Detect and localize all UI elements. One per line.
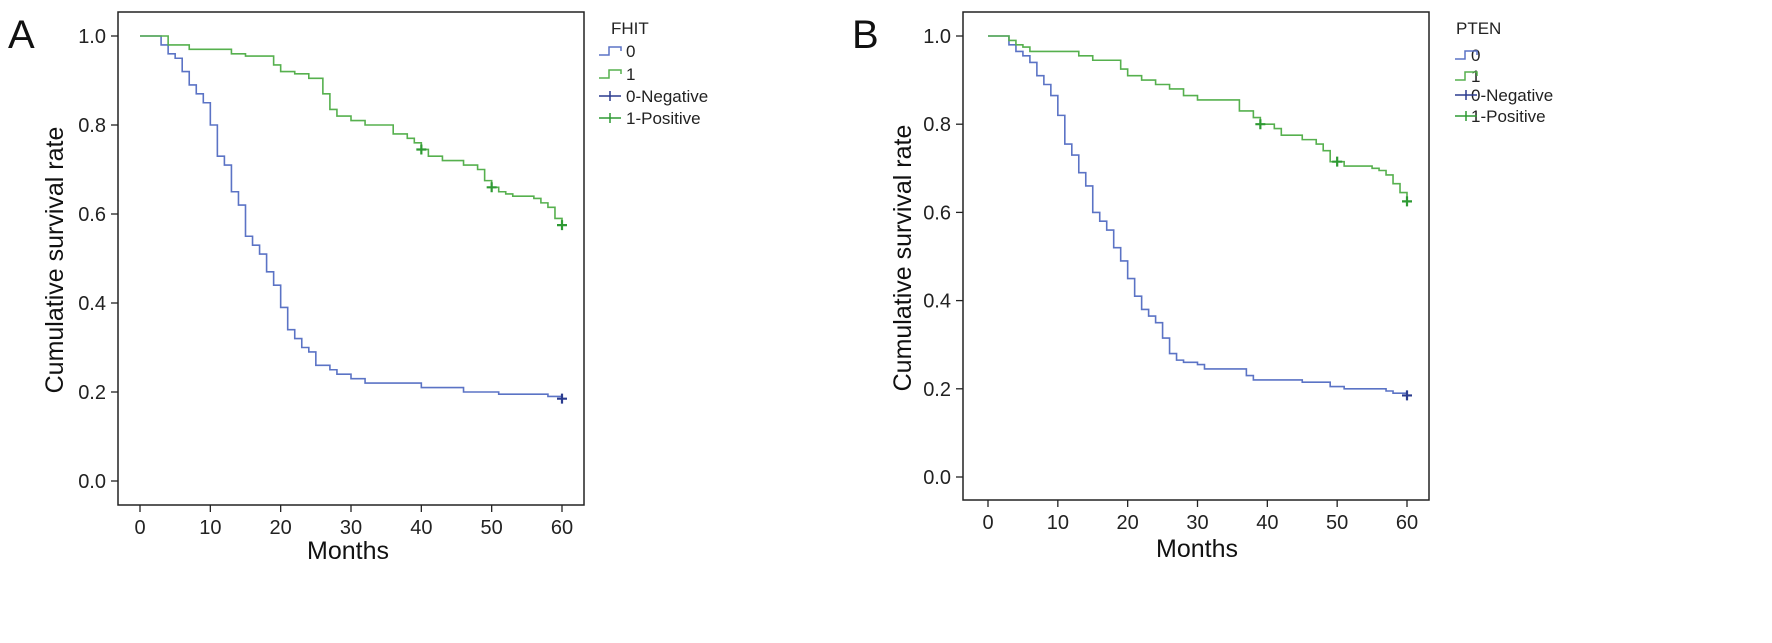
panel-letter-b: B bbox=[852, 13, 879, 57]
censor-mark-1 bbox=[1332, 156, 1343, 167]
legend-title-a: FHIT bbox=[611, 19, 649, 38]
censor-mark-0 bbox=[1402, 390, 1412, 401]
censor-mark-0 bbox=[557, 393, 567, 404]
x-tick-label: 0 bbox=[134, 517, 145, 539]
legend-entry-2-b: 0-Negative bbox=[1471, 86, 1553, 105]
x-tick-label: 10 bbox=[199, 517, 221, 539]
legend-swatch-censor-1 bbox=[1455, 111, 1477, 121]
legend-swatch-censor-0 bbox=[599, 91, 621, 101]
y-axis-a: 0.0 0.2 0.4 0.6 0.8 1.0 bbox=[78, 26, 118, 493]
series-layer-b bbox=[988, 35, 1412, 401]
y-tick-label: 1.0 bbox=[78, 26, 106, 48]
x-tick-label: 50 bbox=[1326, 512, 1348, 534]
series-layer-a bbox=[140, 35, 567, 404]
x-tick-label: 20 bbox=[1117, 512, 1139, 534]
legend-entry-1-b: 1 bbox=[1471, 67, 1480, 86]
y-tick-label: 0.2 bbox=[78, 382, 106, 404]
panel-letter-a: A bbox=[8, 13, 35, 57]
x-axis-title-a: Months bbox=[307, 537, 389, 565]
x-tick-label: 60 bbox=[551, 517, 573, 539]
survival-curve-1 bbox=[140, 35, 563, 226]
censor-mark-1 bbox=[557, 220, 567, 231]
legend-entry-3-a: 1-Positive bbox=[626, 109, 701, 128]
x-tick-label: 50 bbox=[481, 517, 503, 539]
y-tick-label: 0.8 bbox=[923, 114, 951, 136]
y-tick-label: 0.6 bbox=[78, 204, 106, 226]
y-tick-label: 0.2 bbox=[923, 379, 951, 401]
legend-a: FHIT 0 1 0-Negative 1-Positive bbox=[599, 19, 708, 128]
y-axis-title-a: Cumulative survival rate bbox=[41, 127, 69, 394]
x-axis-a: 0 10 20 30 40 50 60 bbox=[134, 505, 573, 539]
y-axis-b: 0.0 0.2 0.4 0.6 0.8 1.0 bbox=[923, 26, 963, 489]
legend-swatch-line-1 bbox=[1455, 71, 1478, 81]
y-axis-title-b: Cumulative survival rate bbox=[889, 125, 917, 392]
plot-frame-a bbox=[117, 11, 585, 506]
x-tick-label: 30 bbox=[1186, 512, 1208, 534]
legend-swatch-censor-0 bbox=[1455, 90, 1477, 100]
legend-entry-1-a: 1 bbox=[626, 65, 635, 84]
y-tick-label: 0.4 bbox=[923, 291, 951, 313]
x-axis-b: 0 10 20 30 40 50 60 bbox=[982, 500, 1418, 534]
survival-curve-0 bbox=[140, 35, 563, 399]
x-tick-label: 30 bbox=[340, 517, 362, 539]
x-tick-label: 20 bbox=[270, 517, 292, 539]
y-tick-label: 0.0 bbox=[923, 467, 951, 489]
x-tick-label: 10 bbox=[1047, 512, 1069, 534]
legend-swatch-line-0 bbox=[1455, 50, 1478, 60]
legend-entry-0-a: 0 bbox=[626, 42, 635, 61]
y-tick-label: 0.8 bbox=[78, 115, 106, 137]
panel-a: A 0 10 20 30 40 50 60 0.00.20.40.60.81.0 Month… bbox=[8, 11, 708, 565]
legend-swatch-line-1 bbox=[599, 69, 622, 79]
x-tick-label: 60 bbox=[1396, 512, 1418, 534]
legend-b: PTEN 0 1 0-Negative 1-Positive bbox=[1455, 19, 1553, 126]
survival-curve-1 bbox=[988, 35, 1408, 202]
censor-mark-1 bbox=[1255, 119, 1266, 130]
plot-frame-b bbox=[962, 11, 1430, 501]
legend-entry-0-b: 0 bbox=[1471, 46, 1480, 65]
x-tick-label: 40 bbox=[410, 517, 432, 539]
y-tick-label: 1.0 bbox=[923, 26, 951, 48]
censor-mark-1 bbox=[416, 144, 427, 155]
legend-entry-2-a: 0-Negative bbox=[626, 87, 708, 106]
x-tick-label: 40 bbox=[1256, 512, 1278, 534]
legend-title-b: PTEN bbox=[1456, 19, 1501, 38]
legend-swatches-b bbox=[1455, 50, 1478, 121]
legend-swatches-a bbox=[599, 46, 622, 123]
legend-swatch-line-0 bbox=[599, 46, 622, 56]
censor-mark-1 bbox=[486, 182, 497, 193]
censor-mark-1 bbox=[1402, 196, 1412, 207]
survival-curve-0 bbox=[988, 35, 1408, 396]
legend-entry-3-b: 1-Positive bbox=[1471, 107, 1546, 126]
y-tick-label: 0.4 bbox=[78, 293, 106, 315]
y-tick-label: 0.6 bbox=[923, 202, 951, 224]
x-axis-title-b: Months bbox=[1156, 535, 1238, 563]
y-tick-label: 0.0 bbox=[78, 471, 106, 493]
x-tick-label: 0 bbox=[982, 512, 993, 534]
panel-b: B 0 10 20 30 40 50 60 0.00.20.40.60.81.0 Month… bbox=[852, 11, 1553, 563]
legend-swatch-censor-1 bbox=[599, 113, 621, 123]
